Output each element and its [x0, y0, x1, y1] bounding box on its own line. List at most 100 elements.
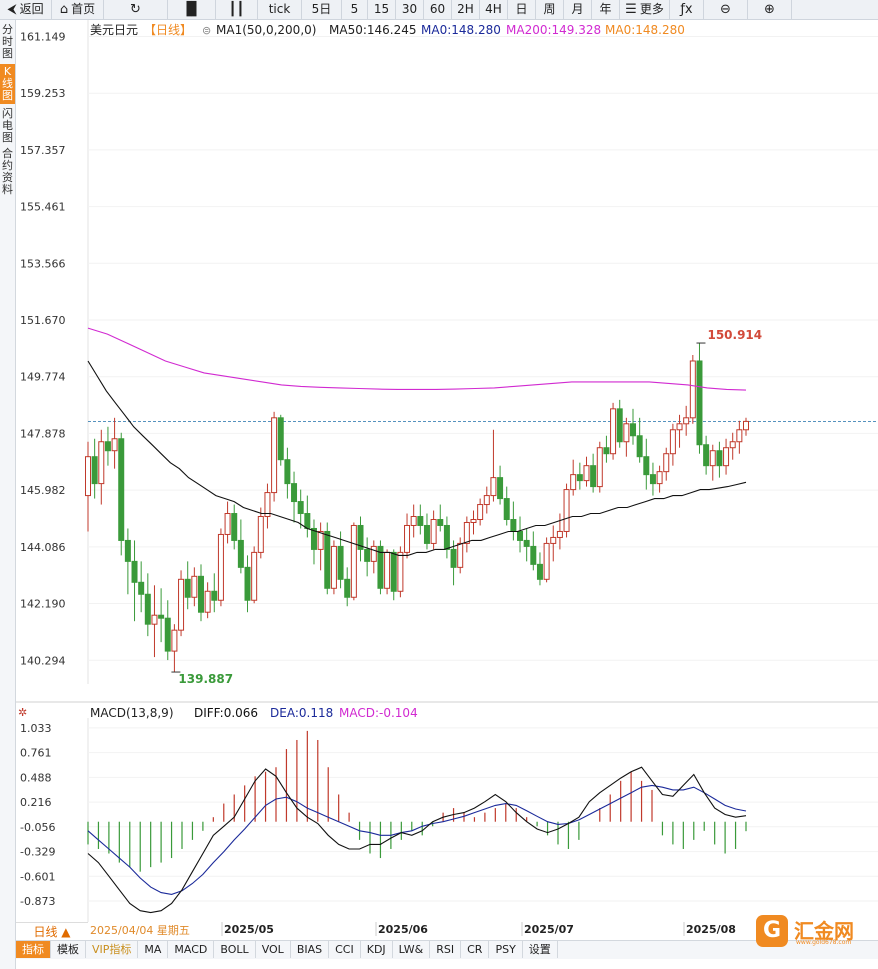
indicator-tab-8[interactable]: CCI — [329, 941, 361, 958]
sidebar-tab-0[interactable]: 分时图 — [2, 23, 13, 60]
candle-body — [211, 590, 218, 601]
candle-body — [430, 519, 437, 544]
toolbar-button-1[interactable]: ⌂ 首页 — [52, 0, 104, 19]
toolbar-button-15[interactable]: 月 — [564, 0, 592, 19]
candle-body — [171, 629, 178, 652]
candle-body — [257, 516, 264, 553]
toolbar-button-13[interactable]: 日 — [508, 0, 536, 19]
bar-chart-icon: ▐▌ — [181, 2, 202, 17]
toolbar-button-11[interactable]: 2H — [452, 0, 480, 19]
candle-body — [536, 563, 543, 580]
y-tick-label: 159.253 — [20, 87, 66, 100]
y-tick-label: 145.982 — [20, 484, 66, 497]
y-tick-label: 149.774 — [20, 371, 66, 384]
candle-body — [510, 519, 517, 532]
macd-value: DEA:0.118 — [270, 706, 333, 720]
candle-body — [98, 441, 105, 485]
candle-body — [390, 551, 397, 592]
candle-body — [304, 513, 311, 529]
candle-body — [649, 474, 656, 485]
candle-body — [404, 524, 411, 553]
candle-body — [337, 545, 344, 580]
candle-body — [151, 614, 158, 625]
low-marker: 139.887 — [178, 672, 233, 686]
indicator-tab-11[interactable]: RSI — [430, 941, 462, 958]
candle-body — [324, 530, 331, 589]
macd-y-tick-label: -0.601 — [20, 870, 55, 883]
legend-item: MA0:148.280 — [421, 23, 501, 37]
y-tick-label: 161.149 — [20, 30, 66, 43]
indicator-settings-icon: ✲ — [18, 706, 27, 719]
toolbar-button-20[interactable]: ⊕ — [748, 0, 792, 19]
toolbar-label: 月 — [571, 2, 584, 16]
candle-body — [683, 417, 690, 425]
indicator-tab-10[interactable]: LW& — [393, 941, 431, 958]
indicator-tab-9[interactable]: KDJ — [361, 941, 393, 958]
indicator-tab-2[interactable]: VIP指标 — [86, 941, 139, 958]
indicator-tab-0[interactable]: 指标 — [16, 941, 51, 958]
kline-chart[interactable]: 161.149 159.253 157.357 155.461 153.566 151.6… — [16, 20, 878, 940]
indicator-tab-7[interactable]: BIAS — [291, 941, 330, 958]
toolbar-button-8[interactable]: 15 — [368, 0, 396, 19]
macd-y-tick-label: -0.329 — [20, 846, 55, 859]
candle-body — [656, 471, 663, 485]
back-icon: ⮜ — [7, 2, 17, 17]
indicator-tab-1[interactable]: 模板 — [51, 941, 86, 958]
indicator-tab-12[interactable]: CR — [461, 941, 490, 958]
candle-body — [264, 492, 271, 518]
toolbar-button-7[interactable]: 5 — [342, 0, 368, 19]
x-tick-label: 2025/07 — [524, 923, 574, 936]
toolbar-button-19[interactable]: ⊖ — [704, 0, 748, 19]
macd-y-tick-label: -0.056 — [20, 821, 55, 834]
brand-url: www.gold678.com — [796, 939, 852, 946]
candle-body — [570, 474, 577, 491]
candle-body — [736, 429, 743, 443]
y-tick-label: 144.086 — [20, 541, 66, 554]
toolbar-button-12[interactable]: 4H — [480, 0, 508, 19]
sidebar-tab-1[interactable]: K线图 — [0, 64, 15, 104]
toolbar-button-14[interactable]: 周 — [536, 0, 564, 19]
toolbar-button-3[interactable]: ▐▌ — [168, 0, 216, 19]
indicator-tab-13[interactable]: PSY — [489, 941, 523, 958]
sidebar-tab-3[interactable]: 合约资料 — [2, 147, 13, 196]
toolbar-button-4[interactable]: ┃┃ — [216, 0, 258, 19]
macd-y-tick-label: 0.216 — [20, 796, 52, 809]
candle-body — [384, 551, 391, 589]
candle-body — [450, 548, 457, 568]
indicator-tab-14[interactable]: 设置 — [523, 941, 558, 958]
toolbar-label: 周 — [543, 2, 556, 16]
candle-body — [517, 530, 524, 541]
candle-body — [370, 545, 377, 562]
candle-body — [603, 447, 610, 455]
indicator-tab-4[interactable]: MACD — [168, 941, 215, 958]
sidebar-tab-2[interactable]: 闪电图 — [2, 107, 13, 144]
candle-body — [616, 408, 623, 443]
toolbar-button-10[interactable]: 60 — [424, 0, 452, 19]
diff-line — [87, 766, 747, 914]
candle-body — [457, 542, 464, 568]
candle-body — [350, 524, 357, 598]
candle-body — [709, 450, 716, 467]
toolbar-label: 更多 — [639, 2, 664, 16]
toolbar-button-18[interactable]: ƒx — [670, 0, 704, 19]
candle-body — [184, 578, 191, 598]
candle-body — [636, 435, 643, 458]
toolbar-button-2[interactable]: ↻ — [104, 0, 168, 19]
toolbar-button-16[interactable]: 年 — [592, 0, 620, 19]
candle-body — [310, 527, 317, 550]
candle-body — [689, 360, 696, 419]
toolbar-button-0[interactable]: ⮜ 返回 — [0, 0, 52, 19]
indicator-tab-5[interactable]: BOLL — [214, 941, 256, 958]
toolbar-button-17[interactable]: ☰ 更多 — [620, 0, 670, 19]
toolbar-button-9[interactable]: 30 — [396, 0, 424, 19]
period-button[interactable]: 日线 ▲ — [16, 922, 88, 941]
candle-body — [164, 617, 171, 652]
candle-body — [543, 542, 550, 580]
toolbar-button-6[interactable]: 5日 — [302, 0, 342, 19]
indicator-tab-3[interactable]: MA — [138, 941, 169, 958]
indicator-tab-6[interactable]: VOL — [256, 941, 291, 958]
macd-y-tick-label: 0.488 — [20, 771, 52, 784]
candle-body — [490, 477, 497, 497]
brand-name: 汇金网 — [794, 919, 854, 943]
toolbar-button-5[interactable]: tick — [258, 0, 302, 19]
